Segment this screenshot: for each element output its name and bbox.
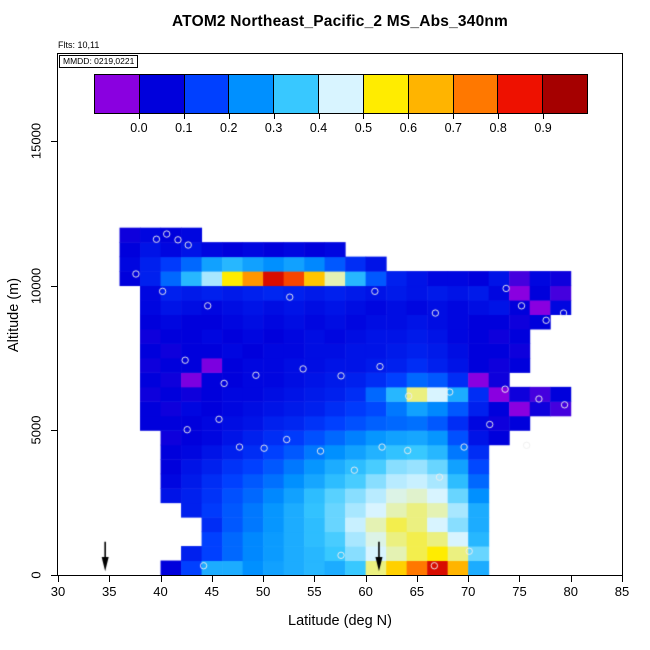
x-tick-label: 65 (409, 584, 425, 599)
colorbar-tick-label: 0.3 (264, 121, 283, 135)
colorbar-tick (138, 114, 140, 119)
x-tick-label: 75 (512, 584, 527, 599)
x-tick (211, 576, 213, 582)
x-tick (109, 576, 111, 582)
x-tick-label: 80 (563, 584, 578, 599)
x-tick (468, 576, 470, 582)
x-tick (263, 576, 265, 582)
x-tick (365, 576, 367, 582)
colorbar-tick (498, 114, 500, 119)
y-axis-label: Altitude (m) (6, 277, 22, 353)
colorbar-segment (497, 75, 543, 113)
colorbar-tick (408, 114, 410, 119)
colorbar-segment (362, 75, 408, 113)
x-tick-label: 40 (153, 584, 168, 599)
colorbar-tick (543, 114, 545, 119)
colorbar-tick-label: 0.8 (489, 121, 507, 135)
colorbar-tick-label: 0.6 (399, 121, 418, 135)
colorbar-tick-label: 0.9 (534, 121, 552, 135)
y-tick-label: 15000 (28, 122, 44, 159)
x-tick-label: 55 (307, 584, 322, 599)
colorbar-segment (273, 75, 319, 113)
mmdd-annotation-box: MMDD: 0219,0221 (59, 55, 139, 68)
colorbar-tick-label: 0.1 (175, 121, 193, 135)
heatmap-canvas (58, 54, 622, 575)
x-tick-label: 30 (50, 584, 66, 599)
flights-annotation: Flts: 10,11 (58, 40, 100, 50)
y-tick-label: 5000 (28, 415, 44, 445)
y-tick-label: 10000 (28, 267, 44, 304)
colorbar: 0.0 0.1 0.2 0.3 0.4 0.5 0.6 0.7 0.8 0.9 (94, 74, 588, 135)
x-tick-label: 85 (614, 584, 630, 599)
plot-area: MMDD: 0219,0221 0.0 0.1 0.2 0.3 0.4 0.5 0.6 0.7… (57, 53, 623, 576)
colorbar-tick (273, 114, 275, 119)
x-tick (519, 576, 521, 582)
y-tick (51, 285, 57, 287)
colorbar-tick-label: 0.7 (444, 121, 462, 135)
x-tick-label: 60 (358, 584, 373, 599)
colorbar-tick (453, 114, 455, 119)
colorbar-tick (363, 114, 365, 119)
colorbar-tick-label: 0.4 (309, 121, 328, 135)
colorbar-tick (183, 114, 185, 119)
colorbar-segment (407, 75, 453, 113)
colorbar-tick-label: 0.2 (220, 121, 238, 135)
x-tick (416, 576, 418, 582)
colorbar-tick-label: 0.5 (354, 121, 373, 135)
colorbar-tick-label: 0.0 (130, 121, 148, 135)
colorbar-segment (183, 75, 229, 113)
x-tick (314, 576, 316, 582)
y-tick (51, 430, 57, 432)
colorbar-segment (542, 75, 587, 113)
x-tick-label: 45 (204, 584, 220, 599)
colorbar-segments (95, 75, 587, 113)
x-tick (160, 576, 162, 582)
x-tick-label: 35 (102, 584, 117, 599)
colorbar-segment (138, 75, 184, 113)
y-tick (51, 575, 57, 576)
y-tick-label: 0 (28, 571, 44, 579)
colorbar-segment (452, 75, 498, 113)
colorbar-segment (95, 75, 139, 113)
colorbar-tick (318, 114, 320, 119)
x-tick (622, 576, 623, 582)
colorbar-bar (94, 74, 588, 114)
colorbar-segment (318, 75, 363, 113)
x-tick (58, 576, 59, 582)
colorbar-segment (228, 75, 274, 113)
y-tick (51, 140, 57, 142)
x-axis-label: Latitude (deg N) (288, 613, 392, 629)
colorbar-tick (228, 114, 230, 119)
x-tick-label: 50 (255, 584, 271, 599)
chart-title: ATOM2 Northeast_Pacific_2 MS_Abs_340nm (171, 13, 509, 30)
x-tick (570, 576, 572, 582)
x-tick-label: 70 (460, 584, 476, 599)
